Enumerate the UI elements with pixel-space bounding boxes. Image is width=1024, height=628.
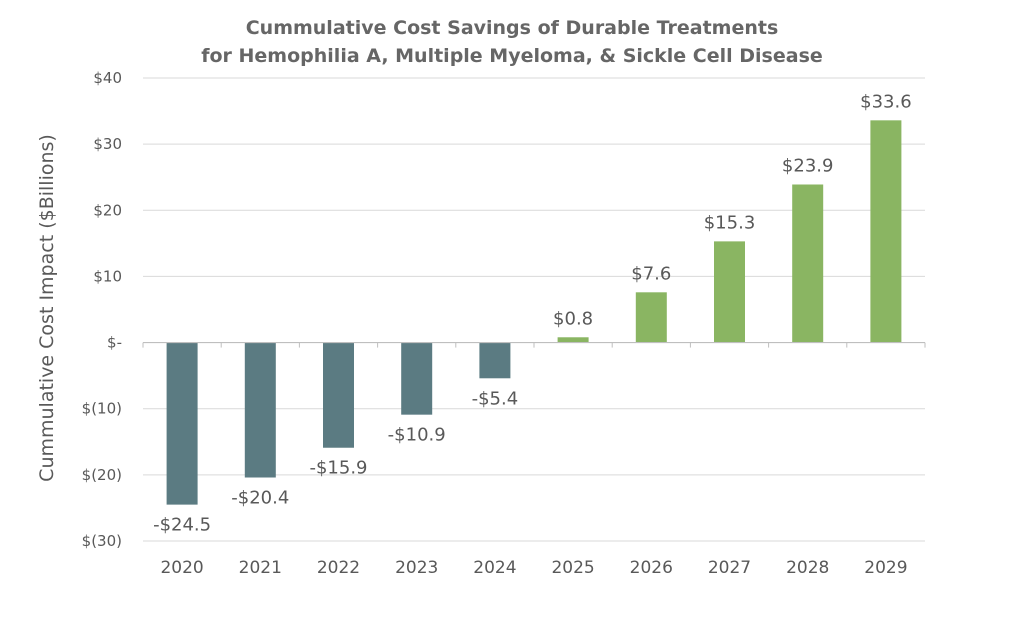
data-label-2025: $0.8 (553, 308, 593, 329)
x-tick-labels: 2020 2021 2022 2023 2024 2025 2026 2027 2028 2029 (160, 558, 907, 578)
y-tick-label: $20 (93, 201, 122, 219)
x-tick-label-2027: 2027 (708, 558, 751, 578)
y-tick-label: $(30) (82, 532, 122, 550)
bar-2027 (714, 241, 745, 343)
data-labels: -$24.5 -$20.4 -$15.9 -$10.9 -$5.4 $0.8 $7.6 $15… (153, 91, 912, 535)
data-label-2028: $23.9 (782, 155, 834, 176)
bar-2025 (557, 337, 589, 343)
bar-2029 (870, 120, 902, 343)
y-tick-label: $(10) (82, 400, 122, 418)
x-tick-label-2029: 2029 (864, 558, 907, 578)
bar-2026 (635, 292, 667, 343)
y-tick-label: $30 (93, 135, 122, 153)
bar-2023 (401, 342, 433, 415)
x-tick-label-2021: 2021 (239, 558, 282, 578)
y-tick-labels: $40 $30 $20 $10 $- $(10) $(20) $(30) (82, 69, 122, 550)
y-tick-label: $- (107, 334, 122, 352)
data-label-2022: -$15.9 (309, 458, 367, 479)
bar-2021 (244, 342, 276, 478)
data-label-2024: -$5.4 (472, 388, 519, 409)
bar-2028 (792, 184, 824, 343)
x-tick-label-2028: 2028 (786, 558, 829, 578)
bars (166, 120, 902, 505)
chart-title-line-2: for Hemophilia A, Multiple Myeloma, & Si… (201, 45, 823, 67)
axes (142, 341, 926, 348)
data-label-2020: -$24.5 (153, 515, 211, 536)
bar-2022 (323, 342, 354, 448)
data-label-2026: $7.6 (631, 263, 671, 284)
x-tick-label-2023: 2023 (395, 558, 438, 578)
data-label-2029: $33.6 (860, 91, 912, 112)
y-axis-title: Cummulative Cost Impact ($Billions) (36, 134, 58, 482)
chart-title-line-1: Cummulative Cost Savings of Durable Trea… (245, 17, 779, 39)
y-tick-label: $(20) (82, 466, 122, 484)
data-label-2023: -$10.9 (388, 425, 446, 446)
y-tick-label: $10 (93, 267, 122, 285)
x-tick-label-2020: 2020 (160, 558, 203, 578)
x-tick-label-2025: 2025 (551, 558, 594, 578)
x-tick-label-2026: 2026 (630, 558, 673, 578)
data-label-2021: -$20.4 (231, 488, 289, 509)
x-tick-label-2022: 2022 (317, 558, 360, 578)
data-label-2027: $15.3 (704, 212, 756, 233)
bar-2024 (479, 342, 511, 379)
bar-2020 (166, 342, 198, 505)
y-tick-label: $40 (93, 69, 122, 87)
x-tick-label-2024: 2024 (473, 558, 516, 578)
